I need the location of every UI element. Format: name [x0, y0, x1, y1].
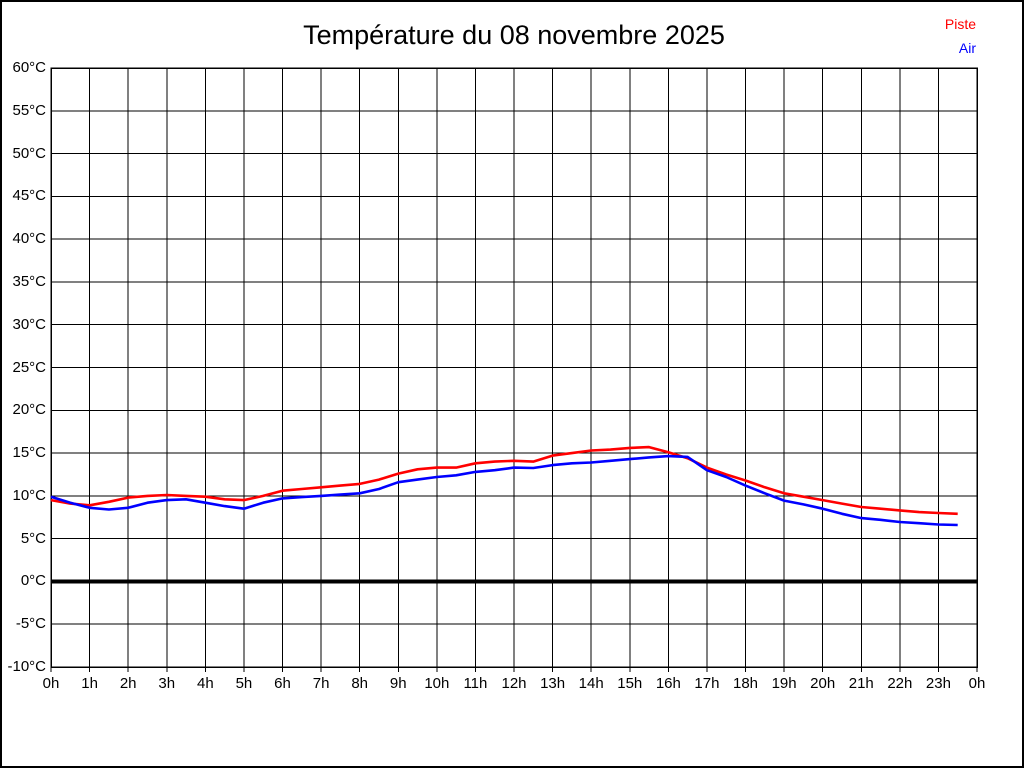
x-tick-label: 1h	[81, 675, 98, 692]
plot-frame	[50, 67, 978, 668]
x-tick-label: 0h	[968, 675, 986, 692]
y-tick-label: 30°C	[12, 315, 46, 333]
x-tick-label: 0h	[42, 675, 60, 692]
x-tick-label: 20h	[810, 675, 836, 692]
y-tick-label: 10°C	[12, 486, 46, 504]
x-tick-label: 23h	[925, 675, 951, 692]
x-tick-label: 10h	[424, 675, 450, 692]
grid	[50, 67, 978, 672]
y-tick-label: 60°C	[12, 59, 46, 76]
x-tick-label: 15h	[617, 675, 643, 692]
y-tick-label: 50°C	[12, 144, 46, 162]
x-tick-label: 19h	[771, 675, 797, 692]
y-tick-label: 5°C	[20, 529, 46, 547]
x-tick-label: 6h	[274, 675, 291, 692]
series-line-piste	[50, 445, 958, 516]
y-tick-label: -5°C	[15, 615, 46, 633]
series-line-air	[50, 454, 958, 527]
x-tick-label: 14h	[578, 675, 604, 692]
y-tick-label: 45°C	[12, 187, 46, 205]
x-tick-label: 5h	[235, 675, 253, 692]
x-tick-label: 12h	[501, 675, 527, 692]
y-tick-label: 55°C	[12, 101, 46, 119]
y-tick-label: 40°C	[12, 230, 46, 248]
legend-item-piste: Piste	[944, 16, 976, 32]
y-tick-label: 0°C	[20, 572, 46, 590]
x-tick-label: 4h	[196, 675, 214, 692]
x-tick-label: 9h	[389, 675, 407, 692]
x-tick-label: 17h	[694, 675, 720, 692]
y-tick-label: 25°C	[12, 358, 46, 376]
legend-item-air: Air	[958, 40, 976, 56]
x-tick-label: 2h	[119, 675, 137, 692]
y-tick-label: 35°C	[12, 272, 46, 290]
y-tick-label: -10°C	[7, 658, 46, 675]
y-tick-label: 20°C	[12, 401, 46, 419]
x-tick-label: 21h	[848, 675, 874, 692]
chart-title: Température du 08 novembre 2025	[303, 20, 725, 50]
legend: Piste Air	[945, 12, 976, 60]
x-tick-label: 11h	[463, 675, 488, 692]
x-tick-label: 3h	[158, 675, 176, 692]
y-tick-label: 15°C	[12, 444, 46, 462]
x-tick-label: 13h	[540, 675, 566, 692]
x-tick-label: 22h	[887, 675, 913, 692]
x-tick-label: 7h	[312, 675, 330, 692]
x-tick-label: 18h	[732, 675, 759, 692]
x-tick-label: 8h	[351, 675, 368, 692]
x-tick-label: 16h	[655, 675, 681, 692]
